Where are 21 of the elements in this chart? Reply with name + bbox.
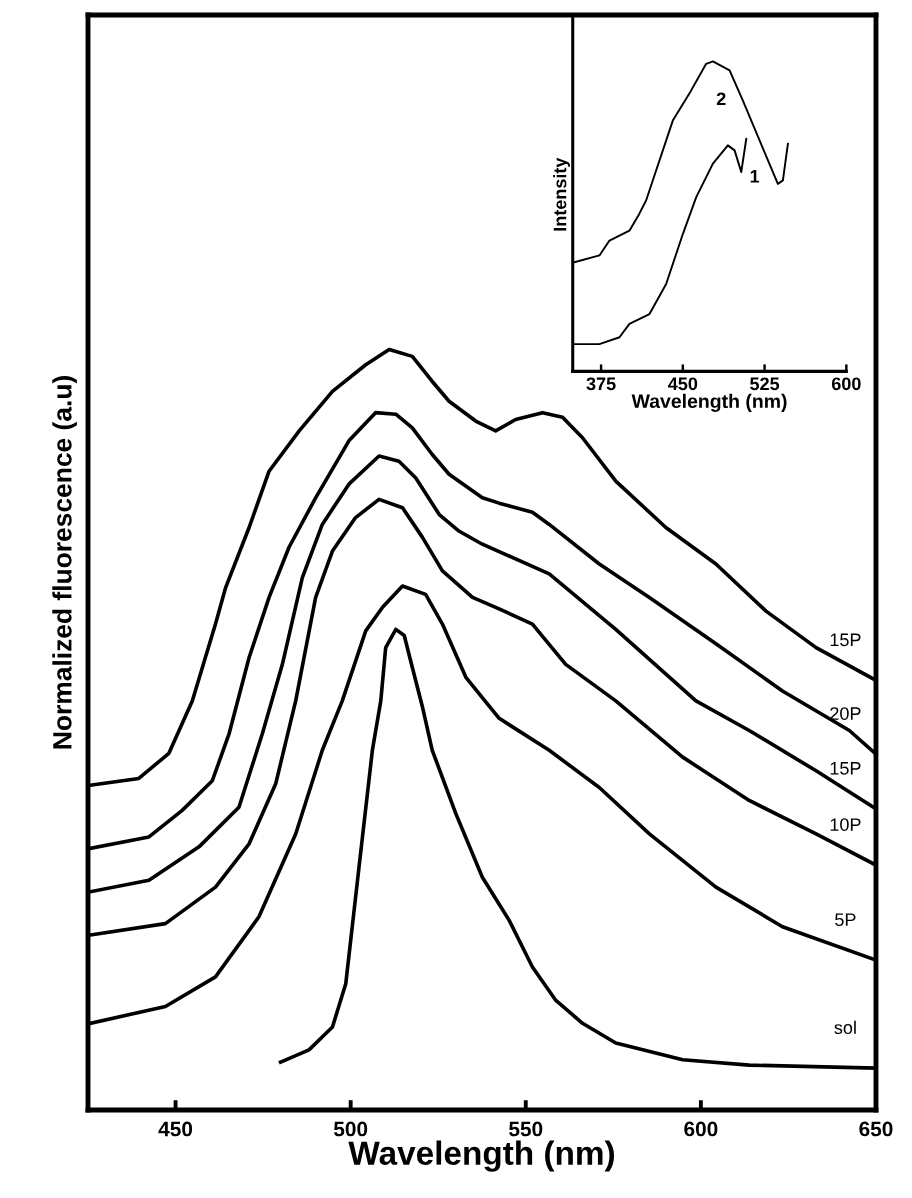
x-tick-label: 525 xyxy=(750,377,780,391)
x-tick-label: 450 xyxy=(158,1121,193,1137)
series-label: 5P xyxy=(835,913,856,927)
y-axis-title: Intensity xyxy=(553,157,570,231)
x-tick-label: 600 xyxy=(684,1121,718,1137)
x-tick-label: 500 xyxy=(333,1121,368,1137)
series-label: 20P xyxy=(830,707,861,720)
x-tick-label: 450 xyxy=(668,377,698,391)
series-label: 1 xyxy=(750,170,760,183)
x-axis-title: Wavelength (nm) xyxy=(348,1140,614,1172)
x-axis-title: Wavelength (nm) xyxy=(631,393,787,412)
y-axis-title: Normalized fluorescence (a.u) xyxy=(52,376,77,749)
series-label: 15P xyxy=(830,633,861,647)
series-label: 2 xyxy=(716,92,726,106)
x-tick-label: 600 xyxy=(831,377,861,391)
series-label: sol xyxy=(834,1020,856,1034)
x-tick-label: 550 xyxy=(509,1121,543,1137)
series-label: 15P xyxy=(830,762,861,775)
x-tick-label: 375 xyxy=(586,377,616,391)
series-label: 10P xyxy=(830,818,861,831)
x-tick-label: 650 xyxy=(859,1121,893,1137)
